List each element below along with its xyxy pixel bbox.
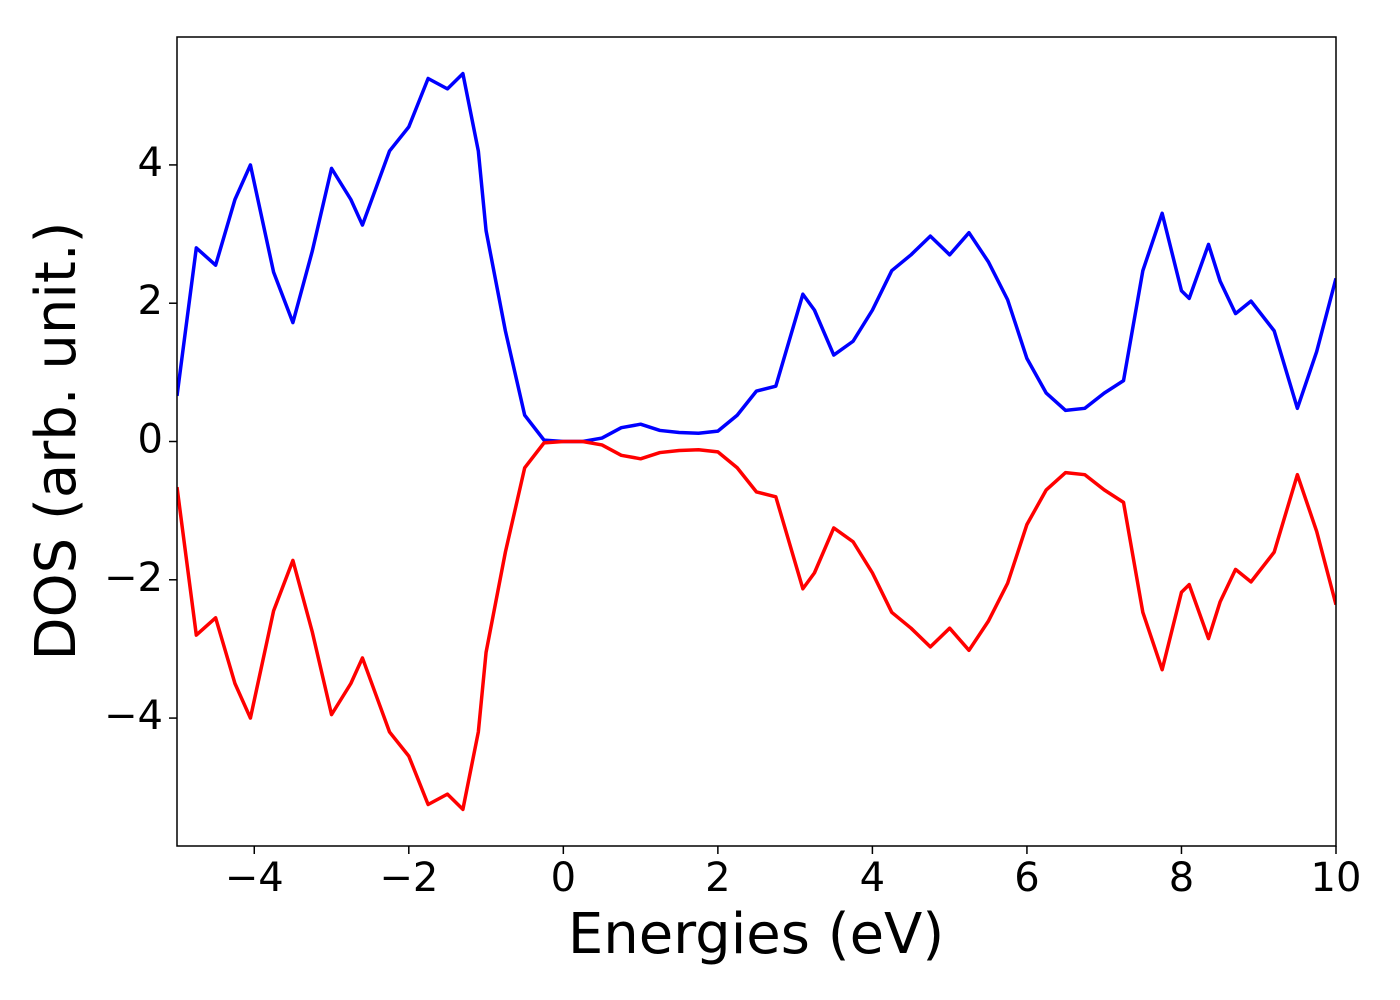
line-series bbox=[177, 71, 1336, 444]
x-tick-label: 6 bbox=[1014, 855, 1039, 901]
y-tick-label: 0 bbox=[138, 417, 163, 463]
x-tick-label: −2 bbox=[379, 855, 438, 901]
x-tick-label: 10 bbox=[1311, 855, 1362, 901]
y-tick-label: −2 bbox=[104, 555, 163, 601]
line-series bbox=[177, 439, 1336, 812]
plot-frame bbox=[176, 36, 1337, 847]
x-tick-label: 8 bbox=[1169, 855, 1194, 901]
y-tick-label: −4 bbox=[104, 693, 163, 739]
x-axis-label: Energies (eV) bbox=[568, 902, 944, 967]
y-axis-label: DOS (arb. unit.) bbox=[24, 221, 89, 660]
y-tick-label: 2 bbox=[138, 278, 163, 324]
x-tick-label: −4 bbox=[225, 855, 284, 901]
x-tick-label: 2 bbox=[705, 855, 730, 901]
y-tick-label: 4 bbox=[138, 140, 163, 186]
x-tick-label: 4 bbox=[860, 855, 885, 901]
x-tick-label: 0 bbox=[551, 855, 576, 901]
